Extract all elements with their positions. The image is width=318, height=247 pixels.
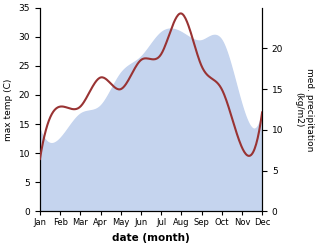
Y-axis label: max temp (C): max temp (C) xyxy=(4,78,13,141)
Y-axis label: med. precipitation
(kg/m2): med. precipitation (kg/m2) xyxy=(294,68,314,151)
X-axis label: date (month): date (month) xyxy=(112,233,190,243)
